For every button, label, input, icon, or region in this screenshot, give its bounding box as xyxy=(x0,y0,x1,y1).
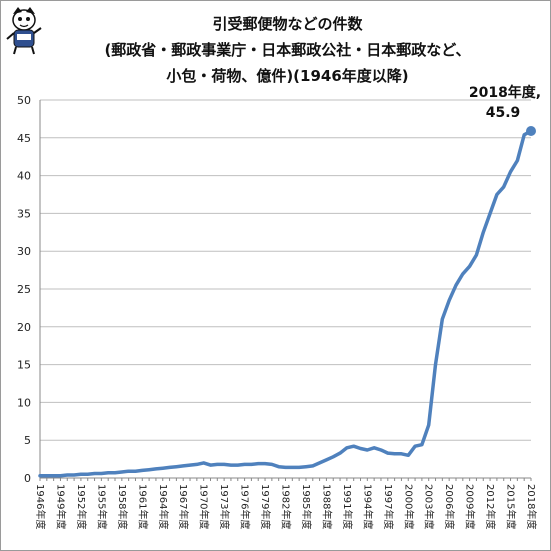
chart-title-line-2: (郵政省・郵政事業庁・日本郵政公社・日本郵政など、 xyxy=(104,41,471,59)
x-tick-label: 1976年度 xyxy=(239,484,252,529)
y-tick-label: 45 xyxy=(17,132,31,145)
x-tick-label: 1958年度 xyxy=(116,484,129,529)
y-tick-label: 50 xyxy=(17,94,31,107)
x-tick-label: 1961年度 xyxy=(136,484,149,529)
y-tick-label: 0 xyxy=(24,472,31,485)
x-tick-label: 2000年度 xyxy=(402,484,415,529)
series-line xyxy=(38,129,533,478)
mascot-character-icon xyxy=(6,7,42,55)
x-tick-label: 1994年度 xyxy=(361,484,374,529)
x-tick-label: 1997年度 xyxy=(382,484,395,529)
y-tick-label: 5 xyxy=(24,434,31,447)
x-tick-label: 1964年度 xyxy=(157,484,170,529)
y-tick-label: 25 xyxy=(17,283,31,296)
x-tick-label: 1991年度 xyxy=(341,484,354,529)
x-tick-label: 1967年度 xyxy=(177,484,190,529)
x-tick-label: 1952年度 xyxy=(75,484,88,529)
x-tick-label: 1988年度 xyxy=(320,484,333,529)
x-tick-label: 1970年度 xyxy=(198,484,211,529)
x-tick-label: 2003年度 xyxy=(423,484,436,529)
y-tick-label: 20 xyxy=(17,321,31,334)
chart-title-line-1: 引受郵便物などの件数 xyxy=(212,15,363,33)
y-tick-label: 10 xyxy=(17,396,31,409)
x-tick-label: 2015年度 xyxy=(505,484,518,529)
x-tick-label: 1949年度 xyxy=(54,484,67,529)
x-tick-label: 2018年度 xyxy=(525,484,538,529)
x-tick-label: 2006年度 xyxy=(443,484,456,529)
x-tick-label: 1946年度 xyxy=(34,484,47,529)
x-tick-label: 1979年度 xyxy=(259,484,272,529)
x-tick-label: 1973年度 xyxy=(218,484,231,529)
x-tick-label: 2009年度 xyxy=(464,484,477,529)
x-tick-label: 1985年度 xyxy=(300,484,313,529)
chart-title-line-3: 小包・荷物、億件)(1946年度以降) xyxy=(166,67,409,85)
y-tick-label: 40 xyxy=(17,170,31,183)
y-tick-label: 35 xyxy=(17,207,31,220)
last-data-point xyxy=(526,125,536,136)
callout-value: 45.9 xyxy=(486,105,521,121)
callout-label: 2018年度, xyxy=(469,84,541,101)
x-tick-label: 1955年度 xyxy=(95,484,108,529)
x-tick-label: 1982年度 xyxy=(280,484,293,529)
y-tick-label: 30 xyxy=(17,245,31,258)
x-tick-label: 2012年度 xyxy=(484,484,497,529)
y-tick-label: 15 xyxy=(17,359,31,372)
